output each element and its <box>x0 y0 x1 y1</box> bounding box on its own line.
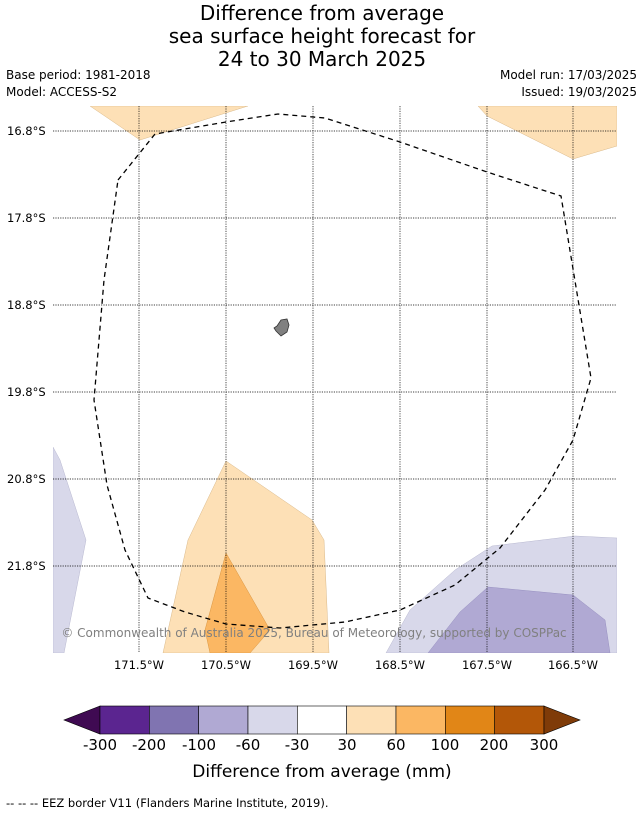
colorbar <box>63 705 581 735</box>
model-name: Model: ACCESS-S2 <box>6 85 118 99</box>
colorbar-segment <box>395 705 446 735</box>
lon-label-5: 167.5°W <box>462 658 512 672</box>
meta-left: Base period: 1981-2018 Model: ACCESS-S2 <box>6 67 151 101</box>
anomaly-region-bottom-center-core <box>204 552 271 653</box>
island-landmass <box>273 318 290 337</box>
colorbar-segment <box>346 705 397 735</box>
lat-label-6: 21.8°S <box>7 559 46 573</box>
colorbar-extend-low <box>63 705 101 735</box>
anomaly-region-left-edge <box>53 446 87 653</box>
lat-label-1: 16.8°S <box>7 124 46 138</box>
chart-title: Difference from average sea surface heig… <box>0 2 644 71</box>
base-period: Base period: 1981-2018 <box>6 68 151 82</box>
colorbar-tick: -200 <box>131 736 167 754</box>
longitude-labels: 171.5°W 170.5°W 169.5°W 168.5°W 167.5°W … <box>114 658 598 672</box>
eez-border <box>93 113 592 629</box>
eez-legend-note: -- -- -- EEZ border V11 (Flanders Marine… <box>6 796 329 810</box>
title-line-3: 24 to 30 March 2025 <box>217 47 427 71</box>
anomaly-region-top-right <box>477 106 617 160</box>
title-line-2: sea surface height forecast for <box>168 24 476 48</box>
colorbar-tick: 200 <box>479 736 509 754</box>
anomaly-region-bottom-center <box>162 460 330 653</box>
lat-label-3: 18.8°S <box>7 298 46 312</box>
lon-label-6: 166.5°W <box>548 658 598 672</box>
colorbar-tick: -100 <box>181 736 217 754</box>
anomaly-region-bottom-right-core <box>427 586 611 653</box>
colorbar-segment <box>297 705 347 735</box>
colorbar-segment <box>445 705 495 735</box>
meta-right: Model run: 17/03/2025 Issued: 19/03/2025 <box>500 67 637 101</box>
lon-label-1: 171.5°W <box>114 658 164 672</box>
colorbar-tick: 100 <box>430 736 460 754</box>
issued-date: Issued: 19/03/2025 <box>521 85 637 99</box>
colorbar-segment <box>198 705 249 735</box>
colorbar-segment <box>494 705 545 735</box>
lat-label-5: 20.8°S <box>7 472 46 486</box>
latitude-labels: 16.8°S 17.8°S 18.8°S 19.8°S 20.8°S 21.8°… <box>7 124 46 573</box>
map-plot-area: © Commonwealth of Australia 2025, Bureau… <box>53 106 617 653</box>
colorbar-extend-high <box>543 705 581 735</box>
title-line-1: Difference from average <box>199 1 445 25</box>
lat-label-2: 17.8°S <box>7 211 46 225</box>
colorbar-segment <box>247 705 298 735</box>
colorbar-label: Difference from average (mm) <box>192 762 452 782</box>
colorbar-segment <box>149 705 199 735</box>
colorbar-tick: 30 <box>337 736 357 754</box>
colorbar-segment <box>99 705 150 735</box>
colorbar-tick: 60 <box>386 736 406 754</box>
lon-label-3: 169.5°W <box>288 658 338 672</box>
colorbar-tick: 300 <box>529 736 559 754</box>
colorbar-tick: -30 <box>284 736 310 754</box>
anomaly-region-top-left <box>89 106 249 141</box>
gridlines <box>53 106 617 653</box>
lon-label-2: 170.5°W <box>201 658 251 672</box>
copyright-notice: © Commonwealth of Australia 2025, Bureau… <box>61 626 566 640</box>
colorbar-tick: -60 <box>235 736 261 754</box>
lat-label-4: 19.8°S <box>7 385 46 399</box>
model-run: Model run: 17/03/2025 <box>499 68 637 82</box>
colorbar-tick: -300 <box>82 736 118 754</box>
lon-label-4: 168.5°W <box>375 658 425 672</box>
colorbar-segments <box>99 705 545 735</box>
